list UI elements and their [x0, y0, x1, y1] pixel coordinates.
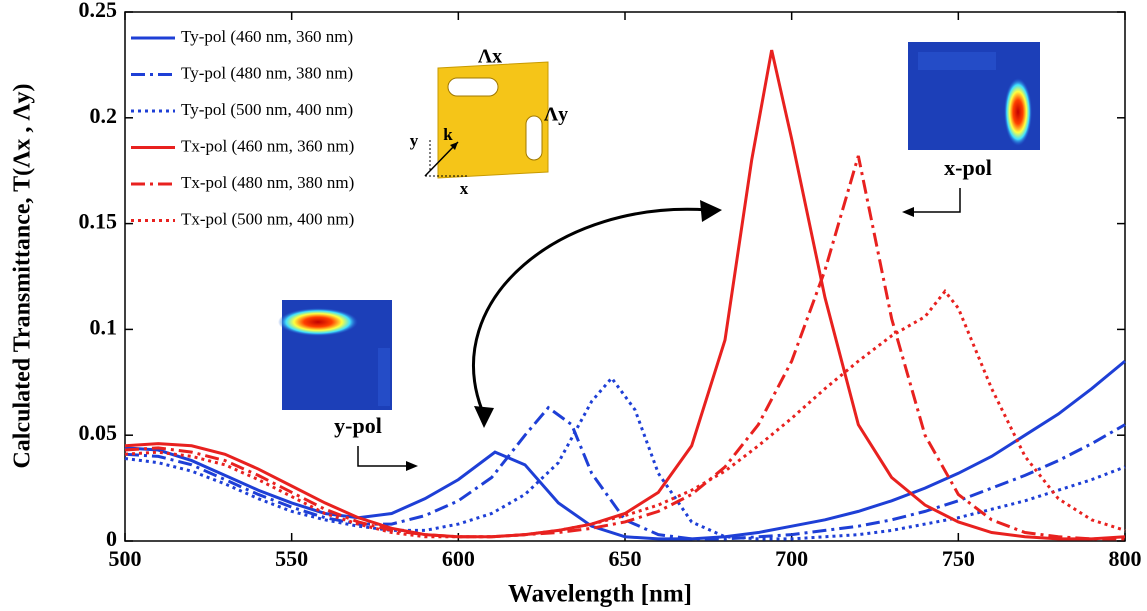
x-axis-label: Wavelength [nm]	[508, 581, 692, 608]
series-line	[124, 288, 1126, 539]
annotation: Λx	[478, 46, 502, 68]
series-line	[124, 49, 1126, 541]
unit-cell-diagram	[424, 61, 549, 179]
annotation: x-pol	[944, 155, 992, 180]
series-line	[124, 359, 1126, 541]
y-pol-field-map	[278, 300, 392, 410]
legend-label: Ty-pol (500 nm, 400 nm)	[181, 100, 353, 119]
legend-label: Tx-pol (460 nm, 360 nm)	[181, 136, 354, 155]
legend-label: Ty-pol (460 nm, 360 nm)	[181, 27, 353, 46]
y-tick-label: 0.2	[90, 103, 118, 128]
y-axis-label: Calculated Transmittance, T(Λx , Λy)	[10, 83, 36, 468]
legend-label: Tx-pol (480 nm, 380 nm)	[181, 173, 354, 192]
y-tick-label: 0.15	[79, 209, 118, 234]
y-tick-label: 0.1	[90, 314, 118, 339]
y-tick-label: 0.25	[79, 0, 118, 22]
y-tick-label: 0.05	[79, 420, 118, 445]
legend-label: Ty-pol (480 nm, 380 nm)	[181, 63, 353, 82]
annotation: x	[460, 179, 469, 198]
annotation: k	[443, 125, 453, 144]
y-tick-label: 0	[106, 526, 117, 551]
x-tick-label: 500	[109, 546, 142, 571]
x-tick-label: 700	[775, 546, 808, 571]
x-tick-label: 550	[275, 546, 308, 571]
x-tick-label: 600	[442, 546, 475, 571]
annotation: Λy	[544, 104, 568, 126]
legend-label: Tx-pol (500 nm, 400 nm)	[181, 209, 354, 228]
x-pol-field-map	[908, 42, 1040, 150]
annotation: y	[410, 131, 419, 150]
x-tick-label: 800	[1109, 546, 1142, 571]
x-tick-label: 750	[942, 546, 975, 571]
series-line	[124, 155, 1125, 541]
annotation: y-pol	[334, 413, 382, 438]
annotation-arrow	[357, 188, 961, 471]
series-line	[124, 405, 1126, 541]
x-tick-label: 650	[609, 546, 642, 571]
